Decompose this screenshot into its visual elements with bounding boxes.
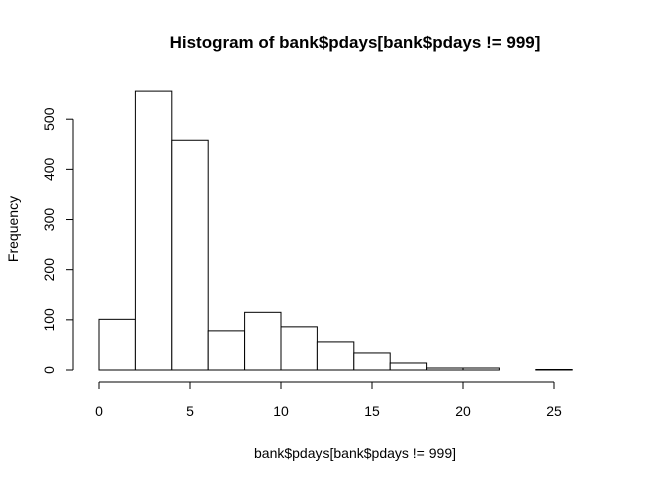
x-axis: 0 5 10 15 20 25 <box>95 381 562 419</box>
histogram-bar <box>316 341 355 371</box>
y-tick-label: 0 <box>41 366 57 374</box>
x-tick-label: 15 <box>364 403 380 419</box>
histogram-bar <box>535 368 573 371</box>
x-tick-label: 25 <box>546 403 562 419</box>
histogram-bar <box>207 330 246 371</box>
histogram-bar <box>171 139 209 371</box>
histogram-bar <box>280 326 318 371</box>
y-tick-label: 100 <box>41 308 57 332</box>
x-axis-label: bank$pdays[bank$pdays != 999] <box>254 445 456 461</box>
y-axis-label: Frequency <box>5 196 21 262</box>
histogram-bar <box>134 90 173 371</box>
histogram-bar <box>98 318 136 371</box>
y-tick-label: 200 <box>41 258 57 282</box>
x-tick-label: 10 <box>273 403 289 419</box>
histogram-bar <box>389 362 428 371</box>
y-axis: 0 100 200 300 400 500 <box>41 107 74 374</box>
chart-title: Histogram of bank$pdays[bank$pdays != 99… <box>170 33 541 52</box>
x-tick-label: 20 <box>455 403 471 419</box>
histogram-bar <box>353 352 391 371</box>
y-tick-label: 500 <box>41 107 57 131</box>
histogram-bar <box>426 367 464 371</box>
histogram-bar <box>244 311 282 371</box>
histogram-bars <box>98 90 573 371</box>
x-tick-label: 0 <box>95 403 103 419</box>
y-tick-label: 300 <box>41 208 57 232</box>
x-tick-label: 5 <box>186 403 194 419</box>
y-tick-label: 400 <box>41 157 57 181</box>
histogram-bar <box>462 367 500 371</box>
